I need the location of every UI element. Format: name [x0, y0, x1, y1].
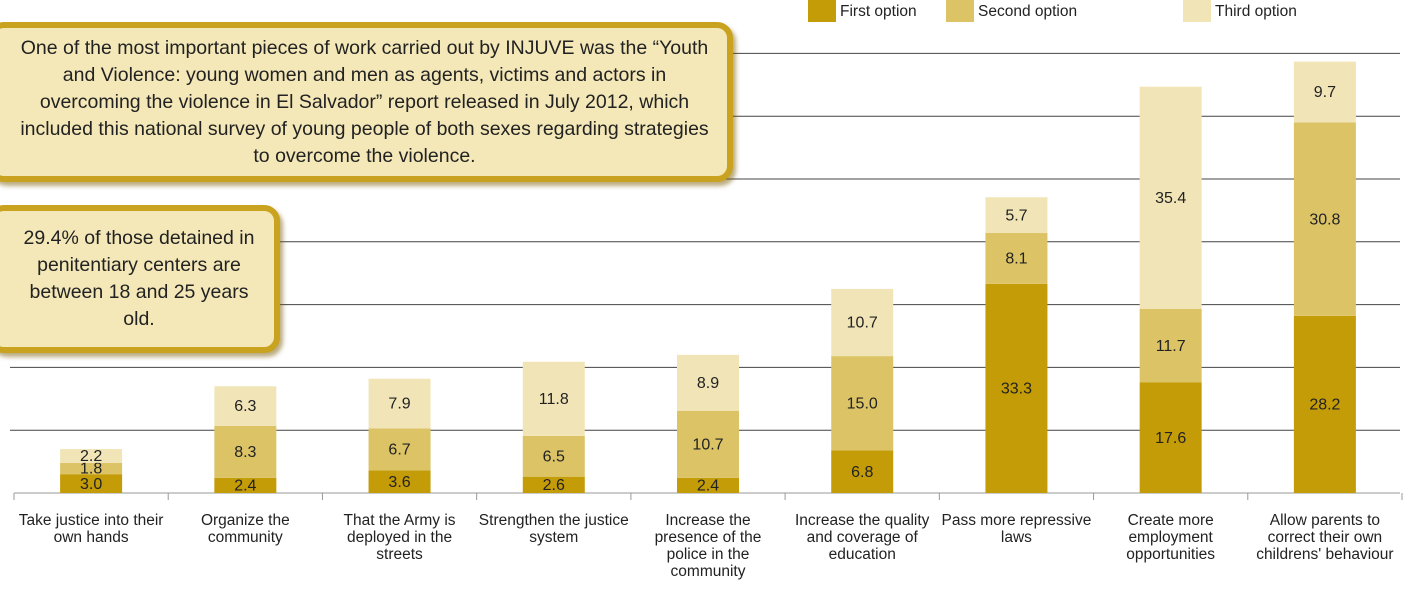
value-label: 6.7: [388, 442, 410, 459]
value-label: 30.8: [1309, 211, 1340, 228]
legend-label: Second option: [978, 3, 1077, 20]
bar-segment: [985, 197, 1048, 234]
value-label: 28.2: [1309, 397, 1340, 414]
bar-segment: [1139, 308, 1202, 383]
value-label: 2.4: [697, 478, 719, 495]
bar-segment: [1139, 86, 1202, 309]
x-tick-label: Create more employment opportunities: [1126, 512, 1216, 563]
x-tick-label: Organize the community: [200, 512, 290, 546]
bar-segment: [1293, 122, 1356, 316]
bar-segment: [677, 410, 739, 478]
value-label: 17.6: [1155, 430, 1186, 447]
legend-label: First option: [840, 3, 917, 20]
value-label: 6.3: [234, 398, 256, 415]
bar-segment: [1293, 315, 1356, 493]
x-tick-label: Increase the presence of the police in t…: [654, 512, 762, 580]
annotation: 29.4% of those detained in penitentiary …: [23, 227, 255, 330]
annotation-box: 29.4% of those detained in penitentiary …: [0, 205, 280, 353]
bar-segment: [831, 356, 894, 451]
bar-segment: [522, 476, 585, 493]
bar-segment: [214, 477, 277, 493]
value-label: 8.9: [697, 375, 719, 392]
bar-segment: [677, 354, 739, 411]
value-label: 5.7: [1005, 207, 1027, 224]
bar-segment: [522, 361, 585, 436]
bar-segment: [60, 474, 123, 493]
x-tick-label: Strengthen the justice system: [478, 512, 629, 546]
value-label: 33.3: [1001, 381, 1032, 398]
value-label: 35.4: [1155, 190, 1186, 207]
bar-segment: [60, 462, 123, 475]
bar-segment: [677, 477, 739, 493]
value-label: 7.9: [388, 396, 410, 413]
value-label: 3.6: [388, 474, 410, 491]
x-tick-label: Increase the quality and coverage of edu…: [795, 512, 930, 563]
value-label: 10.7: [847, 315, 878, 332]
bar-segment: [831, 450, 894, 493]
bar-segment: [522, 435, 585, 477]
value-label: 3.0: [80, 476, 102, 493]
bar-segment: [985, 233, 1048, 284]
value-label: 2.2: [80, 448, 102, 465]
value-label: 2.4: [234, 478, 256, 495]
value-label: 11.8: [539, 391, 569, 408]
bar-segment: [60, 449, 123, 463]
value-label: 11.7: [1156, 338, 1186, 355]
x-tick-label: Pass more repressive laws: [941, 512, 1092, 546]
bar-segment: [214, 386, 277, 426]
annotation-box: One of the most important pieces of work…: [0, 22, 733, 182]
value-label: 8.1: [1005, 251, 1027, 268]
value-label: 1.8: [80, 461, 102, 478]
bar-segment: [368, 470, 431, 493]
value-label: 6.8: [851, 464, 873, 481]
value-label: 2.6: [543, 477, 565, 494]
annotation: One of the most important pieces of work…: [20, 36, 709, 167]
bar-segment: [985, 283, 1048, 493]
value-label: 15.0: [847, 395, 878, 412]
value-label: 10.7: [692, 437, 723, 454]
legend-swatch: [946, 0, 974, 22]
bar-segment: [1139, 382, 1202, 493]
value-label: 6.5: [543, 448, 565, 465]
value-label: 8.3: [234, 444, 256, 461]
bar-segment: [368, 378, 431, 429]
x-tick-label: Take justice into their own hands: [18, 512, 164, 546]
bar-segment: [1293, 61, 1356, 123]
bar-segment: [214, 425, 277, 478]
legend-swatch: [1183, 0, 1211, 22]
x-tick-label: That the Army is deployed in the streets: [343, 512, 456, 563]
bar-segment: [831, 288, 894, 357]
x-tick-label: Allow parents to correct their own child…: [1256, 512, 1394, 563]
bar-segment: [368, 428, 431, 471]
legend-label: Third option: [1215, 3, 1297, 20]
legend-swatch: [808, 0, 836, 22]
value-label: 9.7: [1314, 84, 1336, 101]
